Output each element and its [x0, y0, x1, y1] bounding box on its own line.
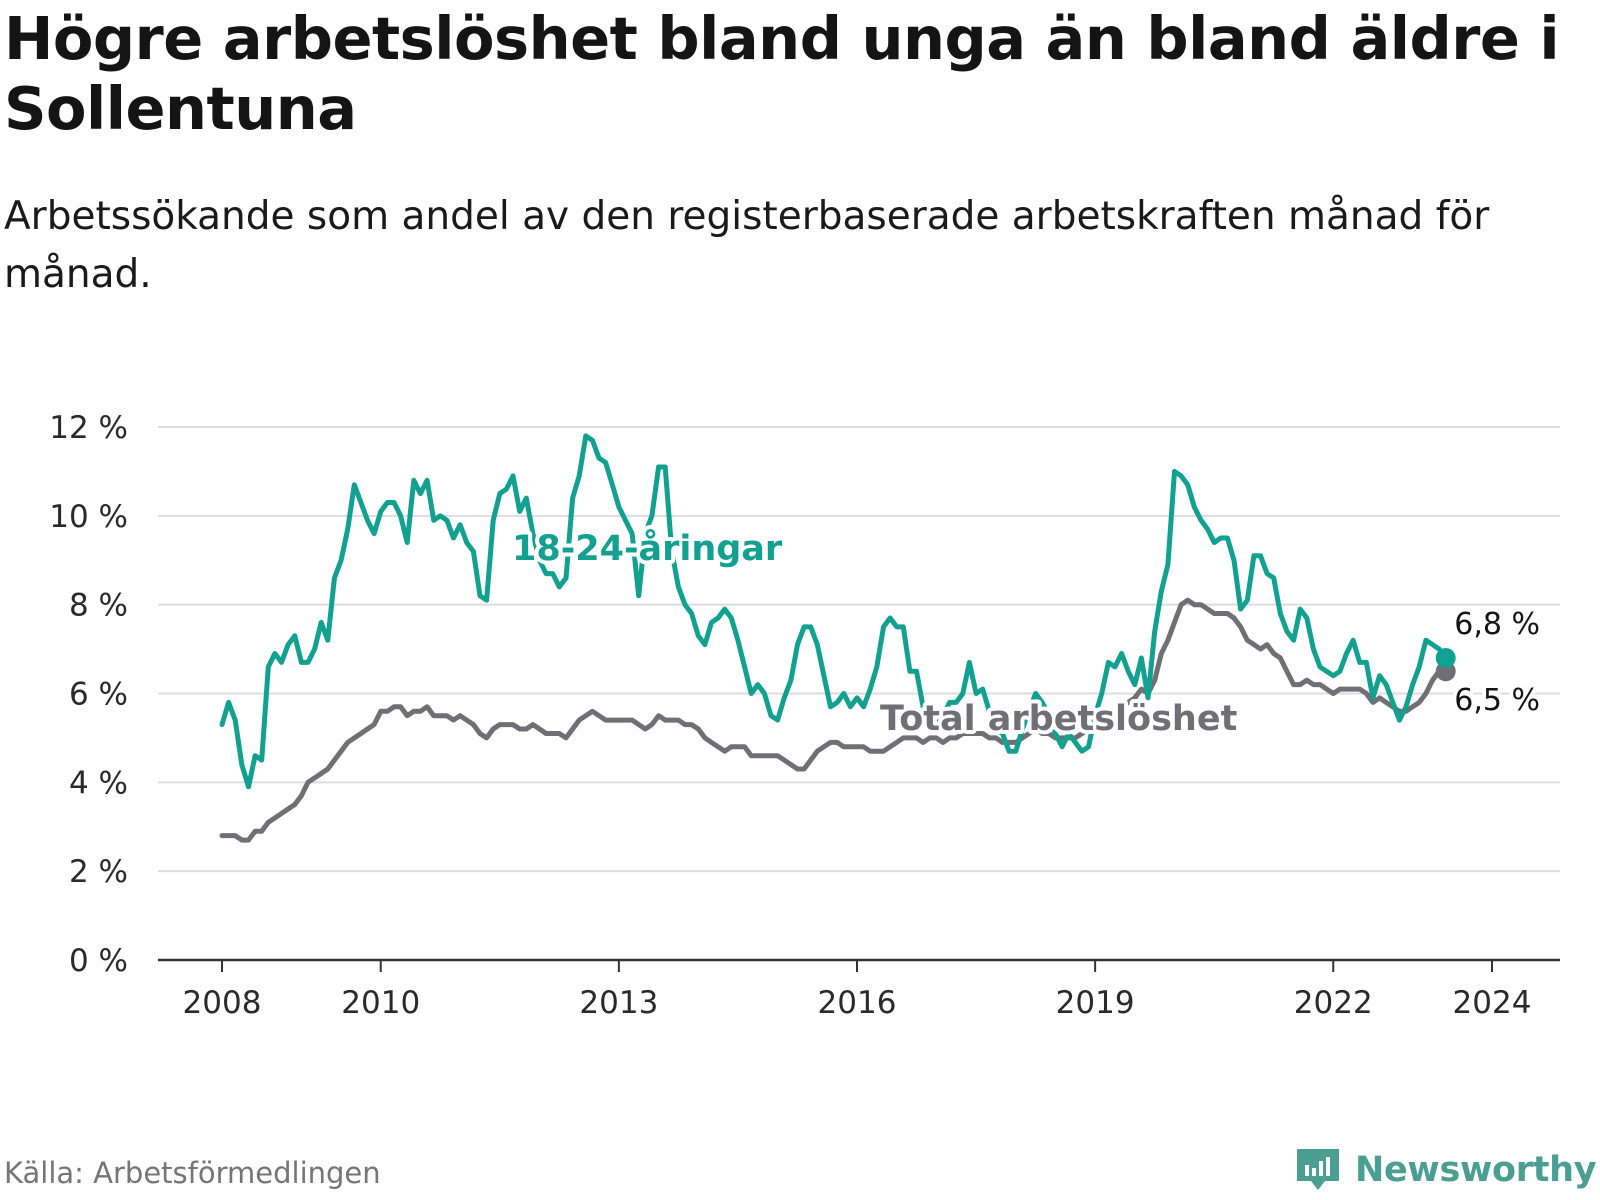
y-tick-label: 4 %: [69, 765, 128, 801]
brand-logo[interactable]: Newsworthy: [1293, 1145, 1597, 1195]
chart-subtitle: Arbetssökande som andel av den registerb…: [4, 194, 1490, 297]
series-label-total: Total arbetslöshet: [880, 699, 1237, 739]
series-line-total: [219, 597, 1449, 843]
y-tick-label: 8 %: [69, 588, 128, 624]
brand-name: Newsworthy: [1355, 1150, 1597, 1190]
y-axis-tick-labels: 0 % 2 % 4 % 6 % 8 % 10 % 12 %: [49, 410, 128, 979]
series-line-18-24: [219, 433, 1449, 790]
newsworthy-logo-icon: [1297, 1149, 1339, 1190]
x-axis: 2008 2010 2013 2016 2019 2022 2024: [158, 958, 1560, 1021]
x-tick-label: 2013: [579, 985, 658, 1021]
chart-title: Högre arbetslöshet bland unga än bland ä…: [4, 4, 1560, 143]
y-tick-label: 6 %: [69, 677, 128, 713]
x-tick-label: 2016: [818, 985, 897, 1021]
x-tick-label: 2010: [341, 985, 420, 1021]
end-value-18-24: 6,8 %: [1454, 607, 1540, 642]
series-label-18-24-halo: 18-24-åringar: [512, 528, 783, 569]
x-tick-label: 2022: [1294, 985, 1373, 1021]
gridlines: [158, 426, 1560, 873]
series-label-total-halo: Total arbetslöshet: [880, 699, 1237, 739]
x-tick-label: 2024: [1453, 985, 1532, 1021]
end-value-total: 6,5 %: [1454, 683, 1540, 718]
end-point-18-24: [1435, 647, 1456, 668]
end-value-18-24-halo: 6,8 %: [1454, 607, 1540, 642]
y-tick-label: 0 %: [69, 943, 128, 979]
source-note: Källa: Arbetsförmedlingen: [4, 1156, 381, 1190]
y-tick-label: 12 %: [49, 410, 128, 446]
series-label-18-24: 18-24-åringar: [512, 528, 783, 569]
x-tick-label: 2008: [183, 985, 262, 1021]
y-tick-label: 10 %: [49, 499, 128, 535]
end-value-total-halo: 6,5 %: [1454, 683, 1540, 718]
series-lines: [219, 433, 1456, 843]
y-tick-label: 2 %: [69, 854, 128, 890]
x-tick-label: 2019: [1056, 985, 1135, 1021]
